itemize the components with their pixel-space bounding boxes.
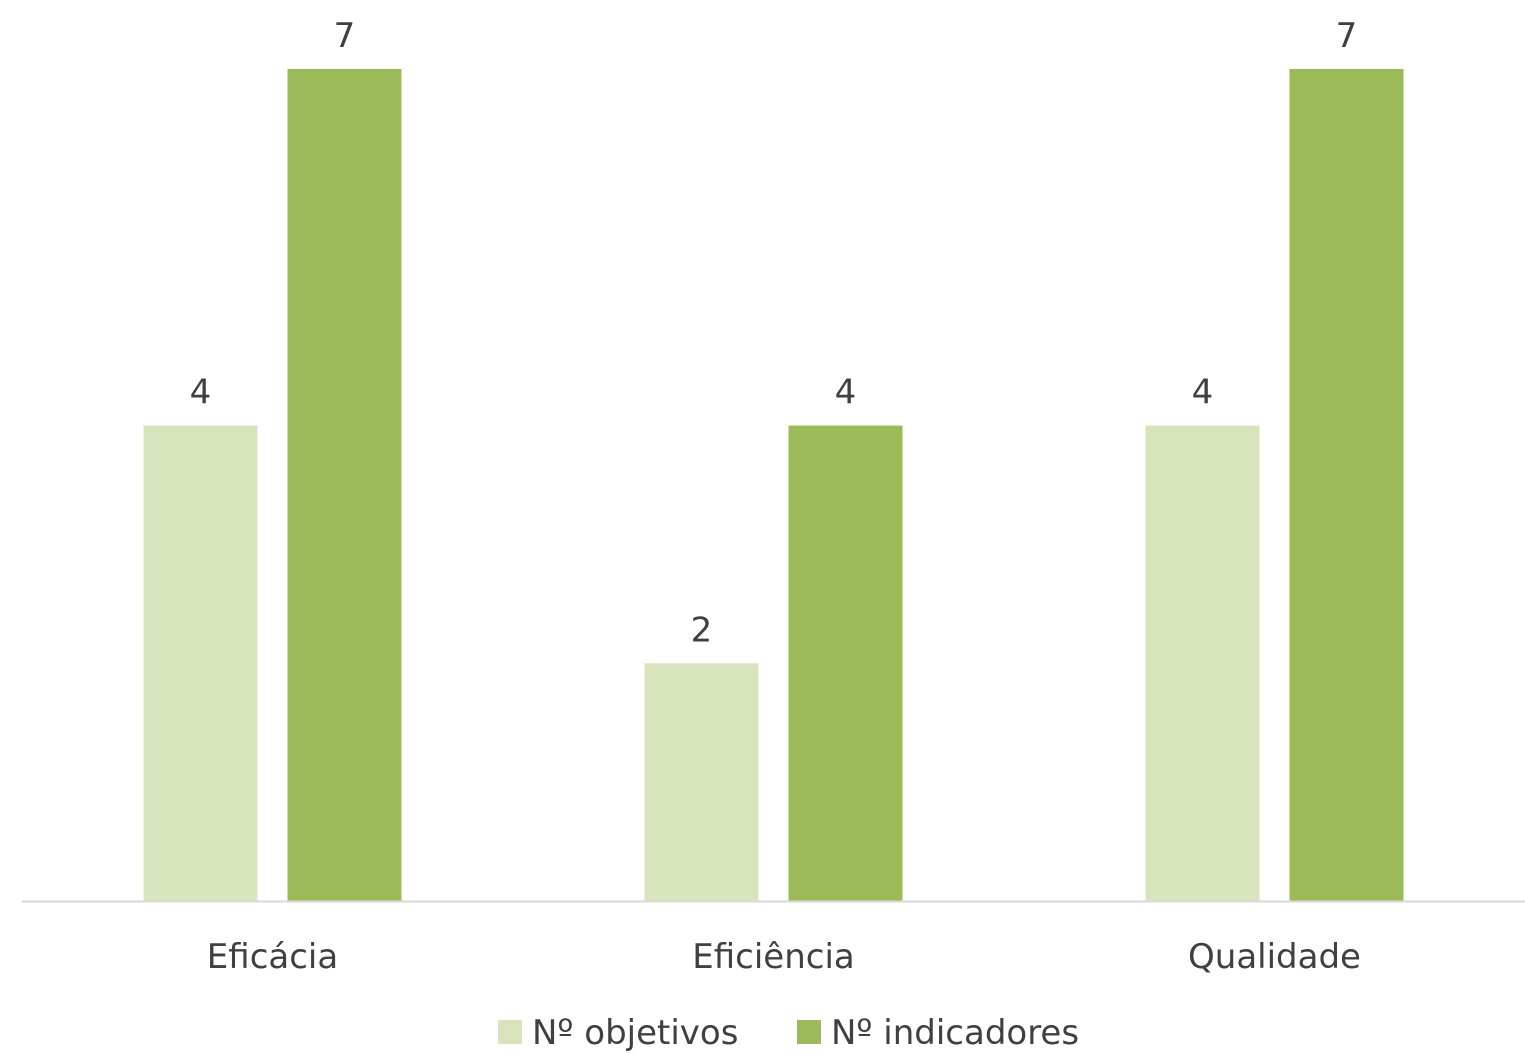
category-label-2: Qualidade — [1188, 937, 1361, 977]
bar-objetivos-2 — [1145, 425, 1260, 901]
bar-indicadores-1 — [788, 425, 903, 901]
legend-swatch-1 — [797, 1020, 821, 1044]
data-label-1-2: 7 — [1336, 16, 1358, 56]
data-labels-layer: 4 7 2 4 4 7 — [190, 16, 1358, 650]
legend: Nº objetivos Nº indicadores — [498, 1013, 1079, 1053]
data-label-1-1: 4 — [835, 373, 857, 413]
bar-indicadores-0 — [287, 69, 402, 901]
legend-label-1: Nº indicadores — [831, 1013, 1079, 1053]
legend-label-0: Nº objetivos — [532, 1013, 738, 1053]
data-label-0-0: 4 — [190, 373, 212, 413]
data-label-1-0: 7 — [334, 16, 356, 56]
category-labels-layer: Eficácia Eficiência Qualidade — [207, 937, 1361, 977]
category-label-1: Eficiência — [692, 937, 854, 977]
category-label-0: Eficácia — [207, 937, 338, 977]
bar-indicadores-2 — [1289, 69, 1404, 901]
bar-objetivos-0 — [143, 425, 258, 901]
data-label-0-1: 2 — [691, 610, 713, 650]
legend-swatch-0 — [498, 1020, 522, 1044]
bar-objetivos-1 — [644, 663, 759, 901]
bars-layer — [143, 69, 1404, 901]
data-label-0-2: 4 — [1192, 373, 1214, 413]
